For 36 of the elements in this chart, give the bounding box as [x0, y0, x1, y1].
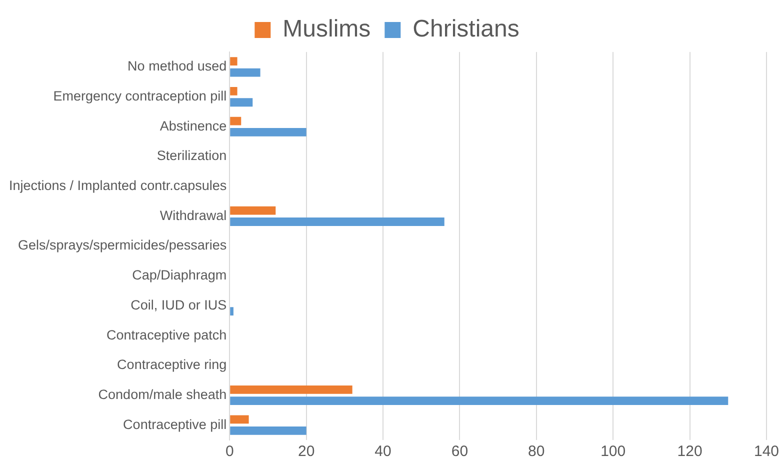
bar	[230, 116, 242, 126]
x-tick-label: 0	[225, 443, 234, 460]
x-tick-label: 60	[451, 443, 468, 460]
y-tick-label: Contraceptive ring	[117, 357, 227, 372]
x-tick-label: 40	[374, 443, 392, 460]
y-tick-label: Sterilization	[156, 148, 227, 164]
y-tick-label: Injections / Implanted contr.capsules	[8, 178, 227, 194]
y-tick-label: Condom/male sheath	[98, 386, 227, 402]
legend-label: Christians	[412, 16, 520, 43]
y-tick-label: Withdrawal	[160, 208, 227, 223]
y-tick-label: Contraceptive pill	[123, 416, 227, 432]
y-tick-label: Abstinence	[160, 118, 227, 134]
bar	[230, 426, 306, 435]
bar	[230, 98, 253, 107]
bar	[230, 68, 260, 77]
x-tick-label: 140	[754, 443, 779, 460]
x-tick-label: 100	[600, 443, 626, 460]
legend-label: Muslims	[282, 16, 371, 43]
y-tick-label: Coil, IUD or IUS	[130, 297, 227, 312]
bar	[230, 57, 238, 66]
x-tick-label: 80	[528, 443, 545, 460]
y-tick-label: No method used	[128, 58, 227, 74]
y-tick-label: Contraceptive patch	[106, 327, 227, 342]
y-tick-label: Gels/sprays/spermicides/pessaries	[18, 238, 227, 253]
x-tick-label: 20	[298, 443, 315, 460]
bar	[230, 415, 249, 424]
y-tick-label: Emergency contraception pill	[53, 88, 227, 104]
bar	[230, 206, 276, 215]
bar	[230, 86, 238, 96]
bar	[230, 218, 444, 226]
bar	[230, 307, 234, 316]
bar	[230, 385, 352, 394]
bar	[230, 128, 306, 136]
x-tick-label: 120	[677, 443, 702, 460]
y-tick-label: Cap/Diaphragm	[132, 268, 227, 283]
bar	[230, 396, 728, 406]
